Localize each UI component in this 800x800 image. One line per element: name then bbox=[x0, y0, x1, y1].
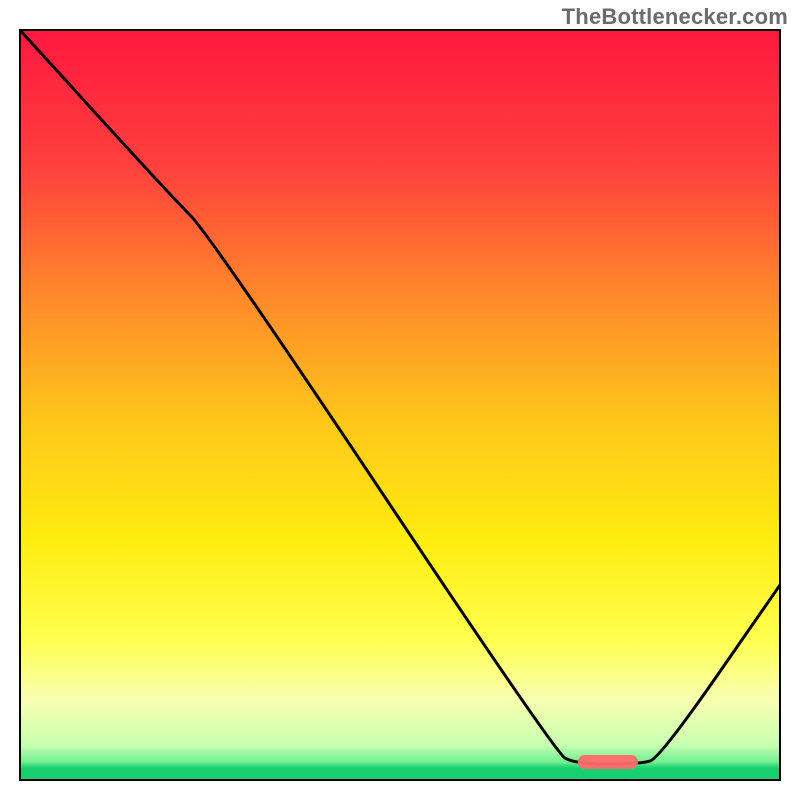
chart-container: { "watermark": { "text": "TheBottlenecke… bbox=[0, 0, 800, 800]
bottleneck-chart bbox=[0, 0, 800, 800]
